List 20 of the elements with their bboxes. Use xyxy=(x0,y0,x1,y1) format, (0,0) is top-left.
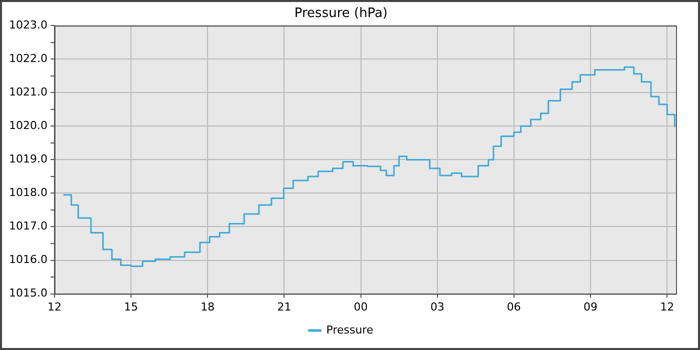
y-tick-label: 1022.0 xyxy=(8,52,48,65)
x-tick-label: 15 xyxy=(124,300,138,314)
x-tick-label: 06 xyxy=(506,300,521,314)
legend-label: Pressure xyxy=(326,323,374,336)
y-tick-label: 1023.0 xyxy=(8,18,48,32)
y-tick-label: 1017.0 xyxy=(8,220,48,233)
y-tick-label: 1019.0 xyxy=(8,152,48,166)
y-tick-label: 1021.0 xyxy=(8,86,48,99)
x-tick-label: 21 xyxy=(277,300,292,314)
x-tick-label: 03 xyxy=(430,300,444,314)
x-tick-label: 12 xyxy=(47,300,62,314)
x-tick-label: 09 xyxy=(583,300,598,314)
y-tick-label: 1020.0 xyxy=(8,119,48,132)
x-tick-label: 00 xyxy=(354,300,368,314)
y-tick-label: 1018.0 xyxy=(8,186,48,200)
chart-title: Pressure (hPa) xyxy=(294,6,388,22)
x-tick-label: 12 xyxy=(660,300,674,314)
x-tick-label: 18 xyxy=(200,300,215,314)
y-tick-label: 1016.0 xyxy=(8,253,48,266)
y-tick-label: 1015.0 xyxy=(8,286,48,300)
